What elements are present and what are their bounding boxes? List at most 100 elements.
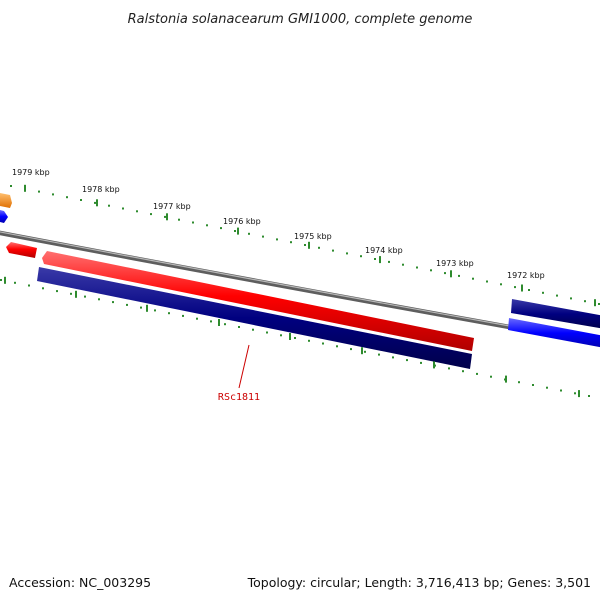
outer-scale-dot [346,252,348,255]
outer-scale-dot [122,207,124,210]
gene-arrow-red-small[interactable] [6,242,37,258]
outer-scale-tick [96,199,98,207]
outer-scale-tick [521,284,523,292]
outer-scale-dot [528,289,530,291]
outer-scale-dot [248,232,250,235]
inner-scale-dot [98,298,100,301]
inner-scale-dot [14,281,16,284]
inner-scale-dot [252,328,254,331]
outer-scale-dot [388,260,390,263]
inner-scale-dot [476,372,478,375]
kbp-label-1975: 1975 kbp [294,232,332,241]
inner-scale-dot [126,303,128,306]
kbp-label-1976: 1976 kbp [223,217,261,226]
outer-scale: 1979 kbp 1978 kbp 1977 kbp 1976 kbp 1975… [10,168,600,307]
inner-scale-dot [364,350,366,353]
inner-scale-dot [140,306,142,309]
inner-scale-dot [420,361,422,364]
inner-scale-dot [546,386,548,389]
kbp-label-1972: 1972 kbp [507,271,545,280]
inner-scale-dot [406,359,408,362]
outer-scale-dot [514,286,516,289]
inner-scale-dot [42,287,44,290]
outer-scale-dot [556,294,558,297]
outer-scale-tick [594,299,596,307]
outer-scale-dot [598,303,600,305]
accession-text: Accession: NC_003295 [9,575,151,590]
inner-scale-dot [560,389,562,392]
inner-scale-dot [224,323,226,326]
inner-scale-tick [361,347,363,355]
inner-scale-dot [266,331,268,334]
genome-summary-text: Topology: circular; Length: 3,716,413 bp… [247,575,591,590]
reverse-strand-genes [37,267,600,369]
inner-scale-dot [28,284,30,287]
inner-scale-dot [308,339,310,342]
inner-scale-dot [168,312,170,315]
outer-scale-dot [192,221,194,224]
inner-scale-dot [574,392,576,395]
kbp-label-1974: 1974 kbp [365,246,403,255]
outer-scale-dot [318,246,320,249]
gene-bar-navy-large[interactable] [37,267,472,369]
inner-scale-dot [462,370,464,373]
gene-label-rsc1811[interactable]: RSc1811 [218,392,260,403]
outer-scale-dot [206,224,208,227]
inner-scale-dot [182,314,184,317]
outer-scale-dot [416,266,418,269]
outer-scale-dot [276,238,278,241]
kbp-label-1977: 1977 kbp [153,202,191,211]
inner-scale-tick [433,361,435,369]
inner-scale-dot [392,356,394,359]
outer-scale-dot [10,185,12,187]
gene-bar-blue-right[interactable] [508,318,600,348]
inner-scale-dot [588,395,590,397]
kbp-label-1979: 1979 kbp [12,168,50,177]
outer-scale-dot [80,199,82,201]
outer-scale-tick [450,270,452,278]
inner-scale-dots [0,279,590,397]
inner-scale-dot [84,295,86,298]
inner-scale-dot [238,326,240,328]
gene-arrow-blue-left[interactable] [0,210,8,223]
kbp-labels: 1979 kbp 1978 kbp 1977 kbp 1976 kbp 1975… [12,168,545,280]
inner-scale-dot [280,334,282,337]
outer-scale-dot [290,241,292,244]
outer-scale-dot [304,244,306,246]
inner-scale-dot [56,290,58,293]
outer-scale-dot [178,218,180,221]
outer-scale-dot [458,274,460,277]
outer-scale-dot [472,277,474,280]
outer-scale-dot [164,215,166,218]
inner-scale-dot [532,384,534,386]
gene-arrow-red-large[interactable] [42,251,474,351]
outer-scale-dot [444,272,446,275]
outer-scale-dot [374,258,376,260]
inner-scale [0,276,590,398]
gene-arrow-orange[interactable] [0,193,12,208]
inner-scale-dot [448,367,450,370]
outer-scale-tick [308,241,310,249]
outer-scale-dot [220,227,222,230]
outer-scale-dot [94,201,96,204]
gene-bar-navy-right[interactable] [511,299,600,329]
outer-scale-dot [52,193,54,196]
outer-scale-dots [10,185,600,305]
kbp-label-1978: 1978 kbp [82,185,120,194]
inner-scale-dot [196,317,198,320]
inner-scale-ticks [4,276,580,398]
outer-scale-dot [430,269,432,272]
inner-scale-dot [490,375,492,378]
inner-scale-dot [70,292,72,295]
outer-scale-dot [262,235,264,238]
outer-scale-dot [360,255,362,258]
kbp-label-1973: 1973 kbp [436,259,474,268]
inner-scale-tick [4,276,6,284]
inner-scale-tick [505,375,507,383]
outer-scale-dot [332,249,334,252]
inner-scale-dot [322,342,324,345]
outer-scale-dot [584,300,586,303]
inner-scale-dot [336,345,338,348]
outer-scale-tick [237,227,239,235]
